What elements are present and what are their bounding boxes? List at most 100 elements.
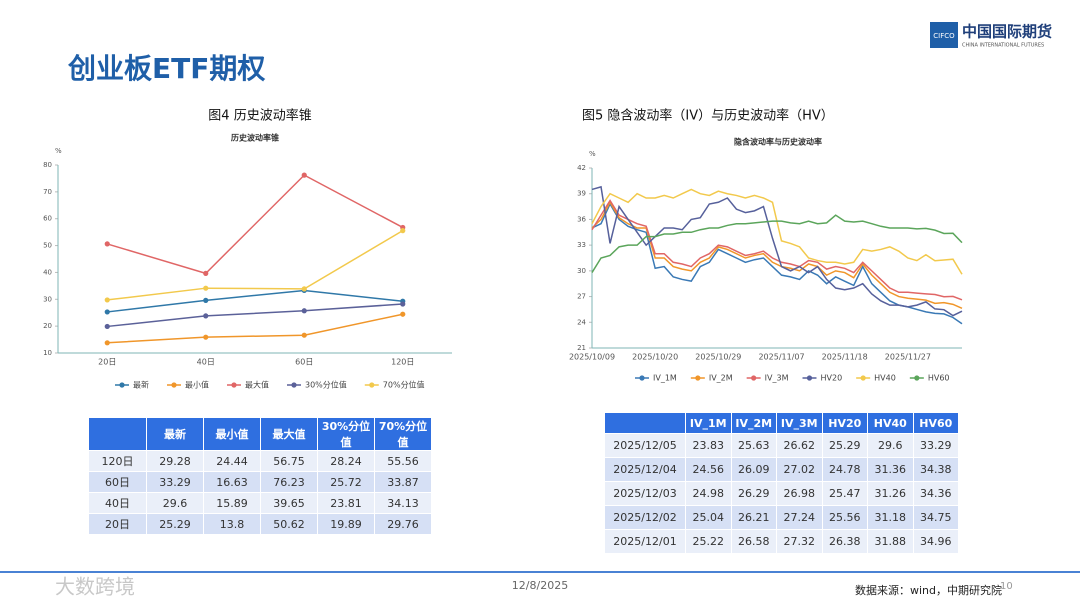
y-tick-label: 27	[577, 293, 586, 301]
y-tick-label: 80	[43, 161, 52, 169]
table-row: 40日 29.6 15.89 39.65 23.81 34.13	[88, 492, 432, 514]
table-cell: 31.18	[867, 505, 914, 530]
row-label: 20日	[88, 513, 147, 535]
table-cell: 31.26	[867, 481, 914, 506]
table-cell: 25.29	[146, 513, 204, 535]
table-cell: 19.89	[317, 513, 375, 535]
column-header: 最大值	[260, 417, 318, 451]
table-cell: 33.29	[912, 433, 959, 458]
header-row: 最新 最小值 最大值 30%分位值 70%分位值	[88, 417, 432, 451]
table-cell: 25.22	[685, 529, 732, 554]
x-tick-label: 2025/11/07	[758, 353, 804, 362]
slide-title: 创业板ETF期权	[67, 52, 265, 85]
y-tick-label: 39	[577, 190, 586, 198]
row-label: 120日	[88, 450, 147, 472]
data-table: 最新 最小值 最大值 30%分位值 70%分位值 120日 29.28 24.44 56.75 2…	[88, 417, 432, 535]
data-point	[104, 241, 110, 247]
corner-cell	[604, 412, 686, 434]
table-cell: 25.56	[821, 505, 868, 530]
series-line	[107, 289, 403, 313]
series-line	[107, 174, 404, 275]
table-cell: 31.36	[867, 457, 914, 482]
data-table: IV_1M IV_2M IV_3M HV20 HV40 HV60 2025/12/05 23.…	[604, 412, 959, 554]
table-cell: 25.29	[821, 433, 868, 458]
column-header: IV_1M	[685, 412, 732, 434]
table-cell: 50.62	[260, 513, 318, 535]
table-cell: 33.29	[146, 471, 204, 493]
table-cell: 24.98	[685, 481, 732, 506]
footer-date: 12/8/2025	[512, 579, 568, 592]
column-header: 最小值	[203, 417, 261, 451]
table-cell: 26.09	[730, 457, 777, 482]
x-tick-label: 2025/10/09	[569, 353, 615, 362]
legend-label: HV60	[928, 374, 950, 383]
table-cell: 34.38	[912, 457, 959, 482]
column-header: HV40	[867, 412, 914, 434]
series-line	[591, 214, 963, 273]
data-point	[203, 297, 209, 303]
logo-name: 中国国际期货	[962, 23, 1052, 41]
table-cell: 25.04	[685, 505, 732, 530]
chart-caption: 图4 历史波动率锥	[208, 108, 311, 124]
logo-box	[930, 22, 958, 48]
table-cell: 26.38	[821, 529, 868, 554]
table-cell: 34.13	[374, 492, 432, 514]
row-label: 2025/12/01	[604, 529, 686, 554]
table-cell: 24.78	[821, 457, 868, 482]
table-cell: 23.83	[685, 433, 732, 458]
data-point	[203, 285, 209, 291]
table-cell: 24.56	[685, 457, 732, 482]
y-tick-label: 70	[43, 188, 52, 196]
header-row: IV_1M IV_2M IV_3M HV20 HV40 HV60	[604, 412, 959, 434]
x-tick-label: 2025/10/29	[695, 353, 741, 362]
legend-label: 最大值	[245, 380, 269, 390]
legend-dot	[639, 375, 645, 381]
table-cell: 29.76	[374, 513, 432, 535]
series-line	[107, 229, 404, 301]
y-tick-label: 60	[43, 215, 52, 223]
y-tick-label: 40	[43, 268, 52, 276]
legend-label: 最新	[133, 380, 149, 390]
table-cell: 27.02	[776, 457, 823, 482]
legend-dot	[291, 382, 297, 388]
row-label: 40日	[88, 492, 147, 514]
series-line	[107, 313, 403, 344]
table-cell: 31.88	[867, 529, 914, 554]
column-header: IV_3M	[776, 412, 823, 434]
column-header: HV20	[821, 412, 868, 434]
table-cell: 26.58	[730, 529, 777, 554]
table-cell: 26.62	[776, 433, 823, 458]
legend-dot	[914, 375, 920, 381]
series-line	[591, 185, 963, 317]
y-tick-label: 42	[577, 164, 586, 172]
table-cell: 26.29	[730, 481, 777, 506]
footer-rule	[0, 571, 1080, 573]
y-unit: %	[55, 147, 62, 155]
data-point	[203, 334, 209, 340]
data-point	[301, 286, 307, 292]
table-row: 2025/12/02 25.04 26.21 27.24 25.56 31.18 34.75	[604, 505, 959, 530]
table-cell: 26.98	[776, 481, 823, 506]
data-point	[400, 228, 406, 234]
table-cell: 27.24	[776, 505, 823, 530]
x-tick-label: 40日	[197, 358, 215, 367]
x-tick-label: 2025/11/27	[885, 353, 931, 362]
column-header: 70%分位值	[374, 417, 432, 451]
table-cell: 39.65	[260, 492, 318, 514]
table-row: 2025/12/04 24.56 26.09 27.02 24.78 31.36 34.38	[604, 457, 959, 482]
row-label: 2025/12/03	[604, 481, 686, 506]
legend-dot	[806, 375, 813, 381]
logo-name-en: CHINA INTERNATIONAL FUTURES	[962, 43, 1044, 49]
watermark: 大数跨境	[55, 575, 135, 599]
x-tick-label: 2025/11/18	[822, 353, 868, 362]
legend-label: IV_2M	[709, 374, 733, 383]
legend-dot	[860, 375, 866, 381]
y-unit: %	[589, 150, 596, 158]
y-tick-label: 30	[577, 267, 586, 275]
series-line	[591, 199, 963, 301]
table-row: 60日 33.29 16.63 76.23 25.72 33.87	[88, 471, 432, 493]
table-cell: 76.23	[260, 471, 318, 493]
legend-dot	[231, 382, 237, 388]
